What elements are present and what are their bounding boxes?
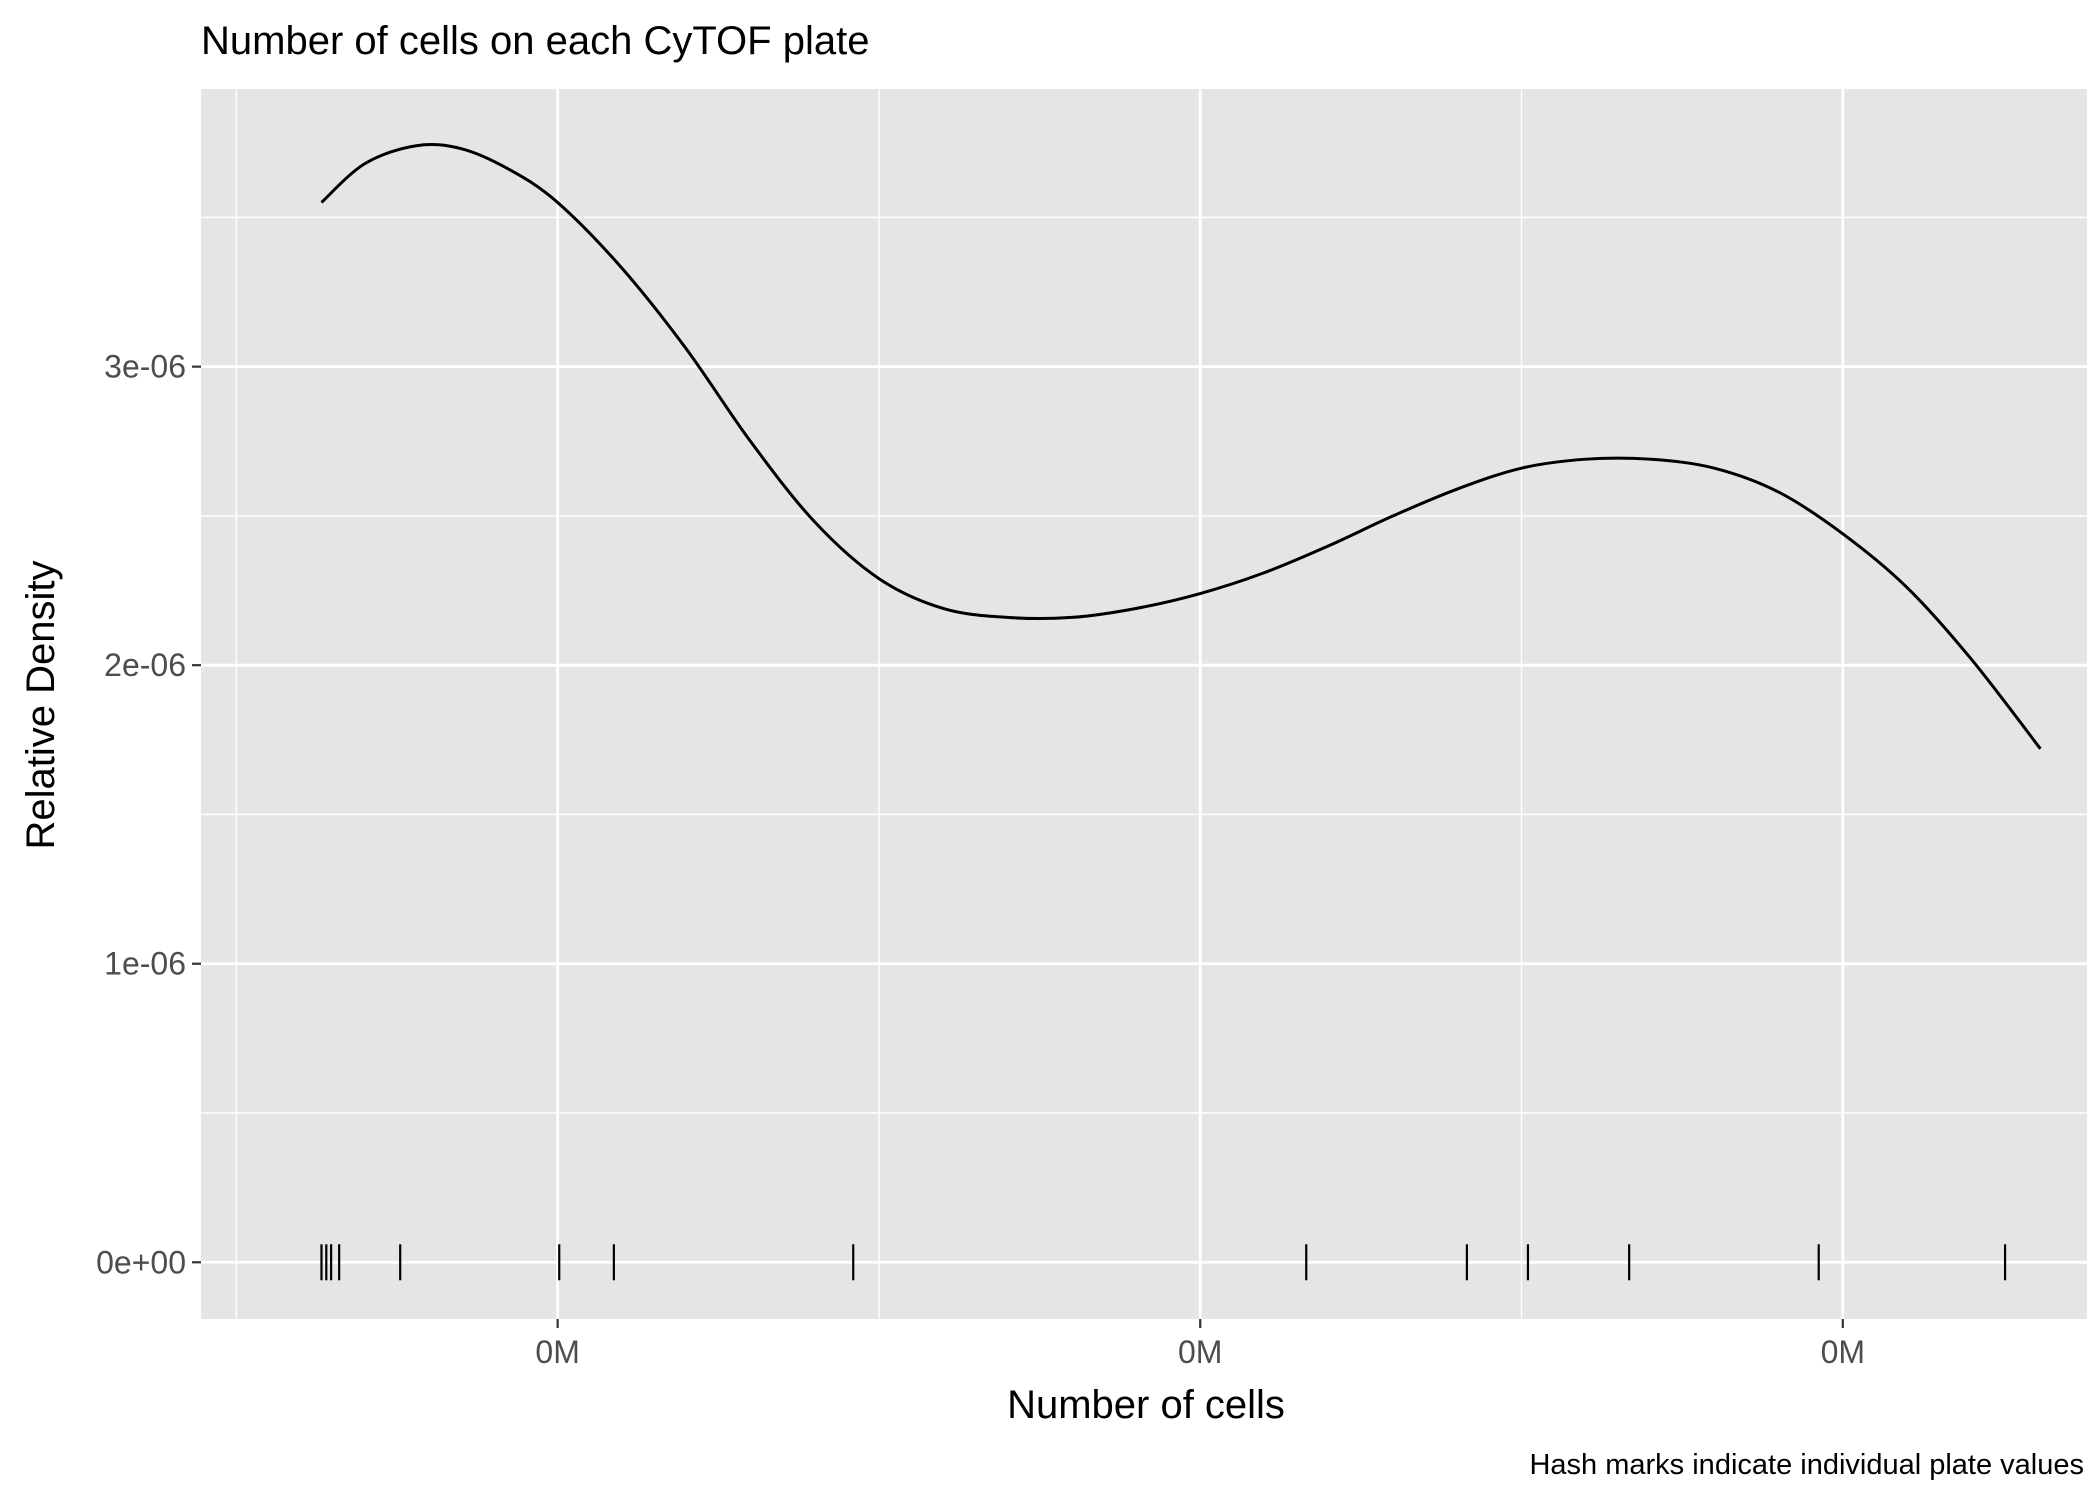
y-axis-title: Relative Density: [19, 560, 63, 849]
x-tick-label: 0M: [1178, 1334, 1222, 1370]
y-tick-label: 1e-06: [104, 946, 186, 982]
minor-gridlines: [201, 89, 2087, 1319]
x-tick-label: 0M: [535, 1334, 579, 1370]
x-axis-title: Number of cells: [1007, 1383, 1285, 1427]
y-tick-label: 2e-06: [104, 647, 186, 683]
major-gridlines: [201, 89, 2087, 1319]
series-layer: [320, 143, 2042, 750]
plot-panel: [201, 89, 2087, 1319]
x-tick-label: 0M: [1821, 1334, 1865, 1370]
y-tick-label: 3e-06: [104, 349, 186, 385]
density-line: [320, 143, 2042, 750]
x-axis: 0M 0M 0M: [535, 1319, 1865, 1370]
rug-marks: [320, 1244, 2007, 1281]
y-tick-label: 0e+00: [96, 1244, 186, 1280]
y-axis: 0e+00 1e-06 2e-06 3e-06: [96, 349, 201, 1280]
chart-caption: Hash marks indicate individual plate val…: [1529, 1449, 2084, 1481]
chart-title: Number of cells on each CyTOF plate: [201, 19, 869, 63]
